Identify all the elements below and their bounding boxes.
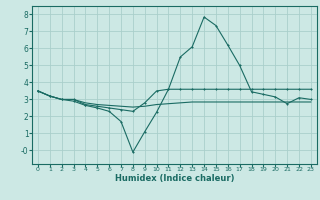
X-axis label: Humidex (Indice chaleur): Humidex (Indice chaleur)	[115, 174, 234, 183]
